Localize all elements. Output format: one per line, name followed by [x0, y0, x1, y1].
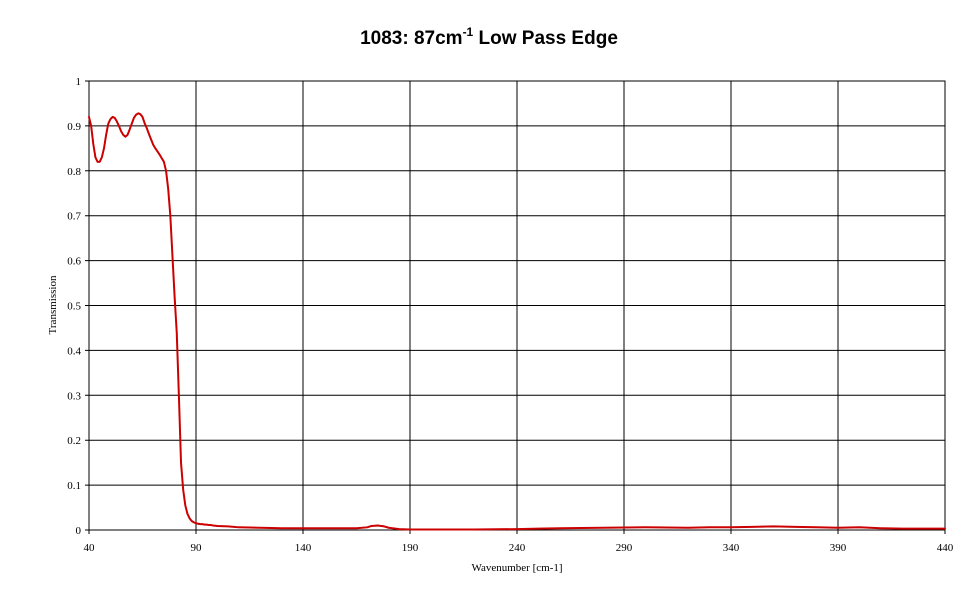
y-tick-label: 0 — [76, 525, 82, 537]
y-tick-label: 0.7 — [67, 211, 81, 223]
y-axis-ticks: 0 0.1 0.2 0.3 0.4 0.5 0.6 0.7 0.8 0.9 1 — [67, 76, 81, 537]
x-tick-label: 290 — [616, 542, 633, 554]
y-tick-label: 0.1 — [67, 480, 81, 492]
x-tick-label: 390 — [830, 542, 847, 554]
y-tick-label: 0.2 — [67, 435, 81, 447]
x-axis-label: Wavenumber [cm-1] — [471, 562, 562, 574]
chart-title-main: 1083: 87cm — [360, 28, 462, 49]
y-tick-label: 1 — [76, 76, 82, 88]
x-axis-ticks: 40 90 140 190 240 290 340 390 440 — [84, 542, 954, 554]
x-tick-label: 140 — [295, 542, 312, 554]
y-tick-label: 0.3 — [67, 390, 81, 402]
x-tick-label: 440 — [937, 542, 954, 554]
x-tick-label: 40 — [84, 542, 96, 554]
x-tick-label: 90 — [191, 542, 203, 554]
y-tick-label: 0.4 — [67, 345, 81, 357]
y-tick-label: 0.8 — [67, 166, 81, 178]
x-tick-label: 340 — [723, 542, 740, 554]
gridlines — [85, 80, 946, 534]
y-tick-label: 0.6 — [67, 256, 81, 268]
chart-title: 1083: 87cm-1 Low Pass Edge — [360, 25, 618, 49]
y-axis-label: Transmission — [47, 275, 59, 334]
chart-title-superscript: -1 — [463, 25, 474, 39]
chart-title-rest: Low Pass Edge — [473, 28, 618, 49]
x-tick-label: 240 — [509, 542, 526, 554]
y-tick-label: 0.9 — [67, 121, 81, 133]
x-tick-label: 190 — [402, 542, 419, 554]
transmission-line — [88, 112, 946, 531]
y-tick-label: 0.5 — [67, 301, 81, 313]
